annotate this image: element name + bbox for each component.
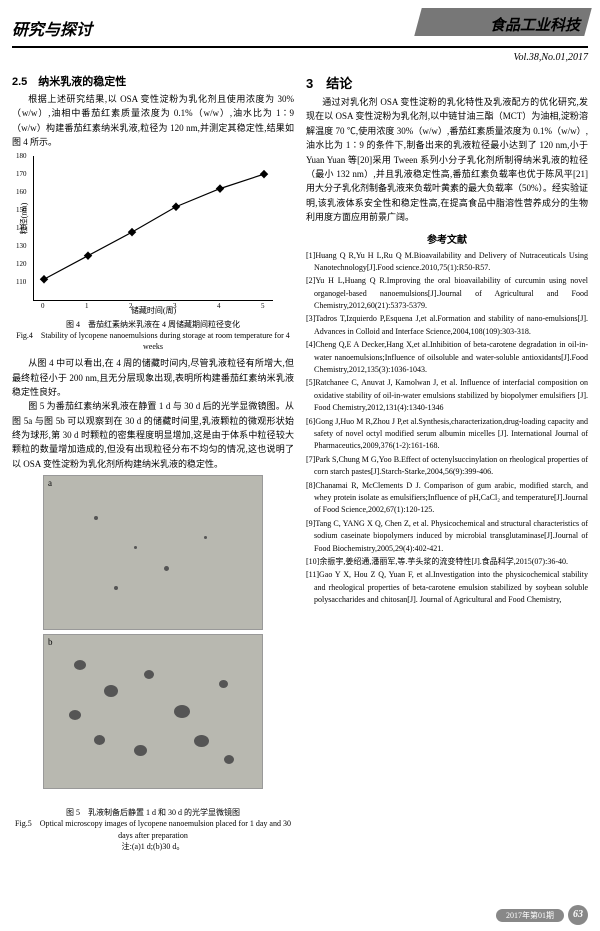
figure-5-caption: 图 5 乳液制备后静置 1 d 和 30 d 的光学显微镜图 Fig.5 Opt…: [12, 807, 294, 852]
reference-item: [8]Chanamai R, McClements D J. Compariso…: [306, 480, 588, 517]
chart-xlabel: 储藏时间(周): [131, 305, 176, 316]
reference-item: [9]Tang C, YANG X Q, Chen Z, et al. Phys…: [306, 518, 588, 555]
reference-item: [5]Ratchanee C, Anuvat J, Kamolwan J, et…: [306, 377, 588, 414]
page-footer: 2017年第01期 63: [496, 905, 588, 925]
page-number: 63: [568, 905, 588, 925]
reference-item: [7]Park S,Chung M G,Yoo B.Effect of octe…: [306, 454, 588, 479]
heading-3: 3 结论: [306, 73, 588, 92]
references-list: [1]Huang Q R,Yu H L,Ru Q M.Bioavailabili…: [306, 250, 588, 607]
paragraph: 根据上述研究结果,以 OSA 变性淀粉为乳化剂且使用浓度为 30%（w/w）,油…: [12, 92, 294, 150]
reference-item: [11]Gao Y X, Hou Z Q, Yuan F, et al.Inve…: [306, 569, 588, 606]
figure-caption-en: Fig.5 Optical microscopy images of lycop…: [12, 818, 294, 840]
reference-item: [2]Yu H L,Huang Q R.Improving the oral b…: [306, 275, 588, 312]
figure-4-chart: 粒径(nm) 储藏时间(周) 1101201301401501601701800…: [33, 156, 273, 301]
figure-caption-cn: 图 5 乳液制备后静置 1 d 和 30 d 的光学显微镜图: [12, 807, 294, 818]
reference-item: [10]余振宇,姜绍通,潘丽军,等.芋头浆的流变特性[J].食品科学,2015(…: [306, 556, 588, 568]
paragraph: 通过对乳化剂 OSA 变性淀粉的乳化特性及乳液配方的优化研究,发现在以 OSA …: [306, 95, 588, 225]
figure-caption-cn: 图 4 番茄红素纳米乳液在 4 周储藏期间粒径变化: [12, 319, 294, 330]
right-column: 3 结论 通过对乳化剂 OSA 变性淀粉的乳化特性及乳液配方的优化研究,发现在以…: [306, 69, 588, 856]
reference-item: [3]Tadros T,Izquierdo P,Esquena J,et al.…: [306, 313, 588, 338]
left-column: 2.5 纳米乳液的稳定性 根据上述研究结果,以 OSA 变性淀粉为乳化剂且使用浓…: [12, 69, 294, 856]
reference-item: [4]Cheng Q,E A Decker,Hang X,et al.Inhib…: [306, 339, 588, 376]
paragraph: 从图 4 中可以看出,在 4 周的储藏时间内,尽管乳液粒径有所增大,但最终粒径小…: [12, 356, 294, 399]
reference-item: [1]Huang Q R,Yu H L,Ru Q M.Bioavailabili…: [306, 250, 588, 275]
subfigure-label: a: [48, 478, 52, 488]
micrograph-a: a: [43, 475, 263, 630]
figure-caption-en: Fig.4 Stability of lycopene nanoemulsion…: [12, 330, 294, 352]
subfigure-label: b: [48, 637, 53, 647]
issue-label: 2017年第01期: [496, 909, 564, 922]
section-title: 研究与探讨: [12, 16, 92, 40]
figure-4-caption: 图 4 番茄红素纳米乳液在 4 周储藏期间粒径变化 Fig.4 Stabilit…: [12, 319, 294, 353]
references-title: 参考文献: [306, 231, 588, 246]
reference-item: [6]Gong J,Huo M R,Zhou J P,et al.Synthes…: [306, 416, 588, 453]
heading-2-5: 2.5 纳米乳液的稳定性: [12, 73, 294, 89]
figure-note: 注:(a)1 d;(b)30 d。: [12, 841, 294, 852]
volume-number: Vol.38,No.01,2017: [12, 52, 588, 63]
journal-title: 食品工业科技: [490, 14, 580, 35]
micrograph-b: b: [43, 634, 263, 789]
paragraph: 图 5 为番茄红素纳米乳液在静置 1 d 与 30 d 后的光学显微镜图。从图 …: [12, 399, 294, 471]
